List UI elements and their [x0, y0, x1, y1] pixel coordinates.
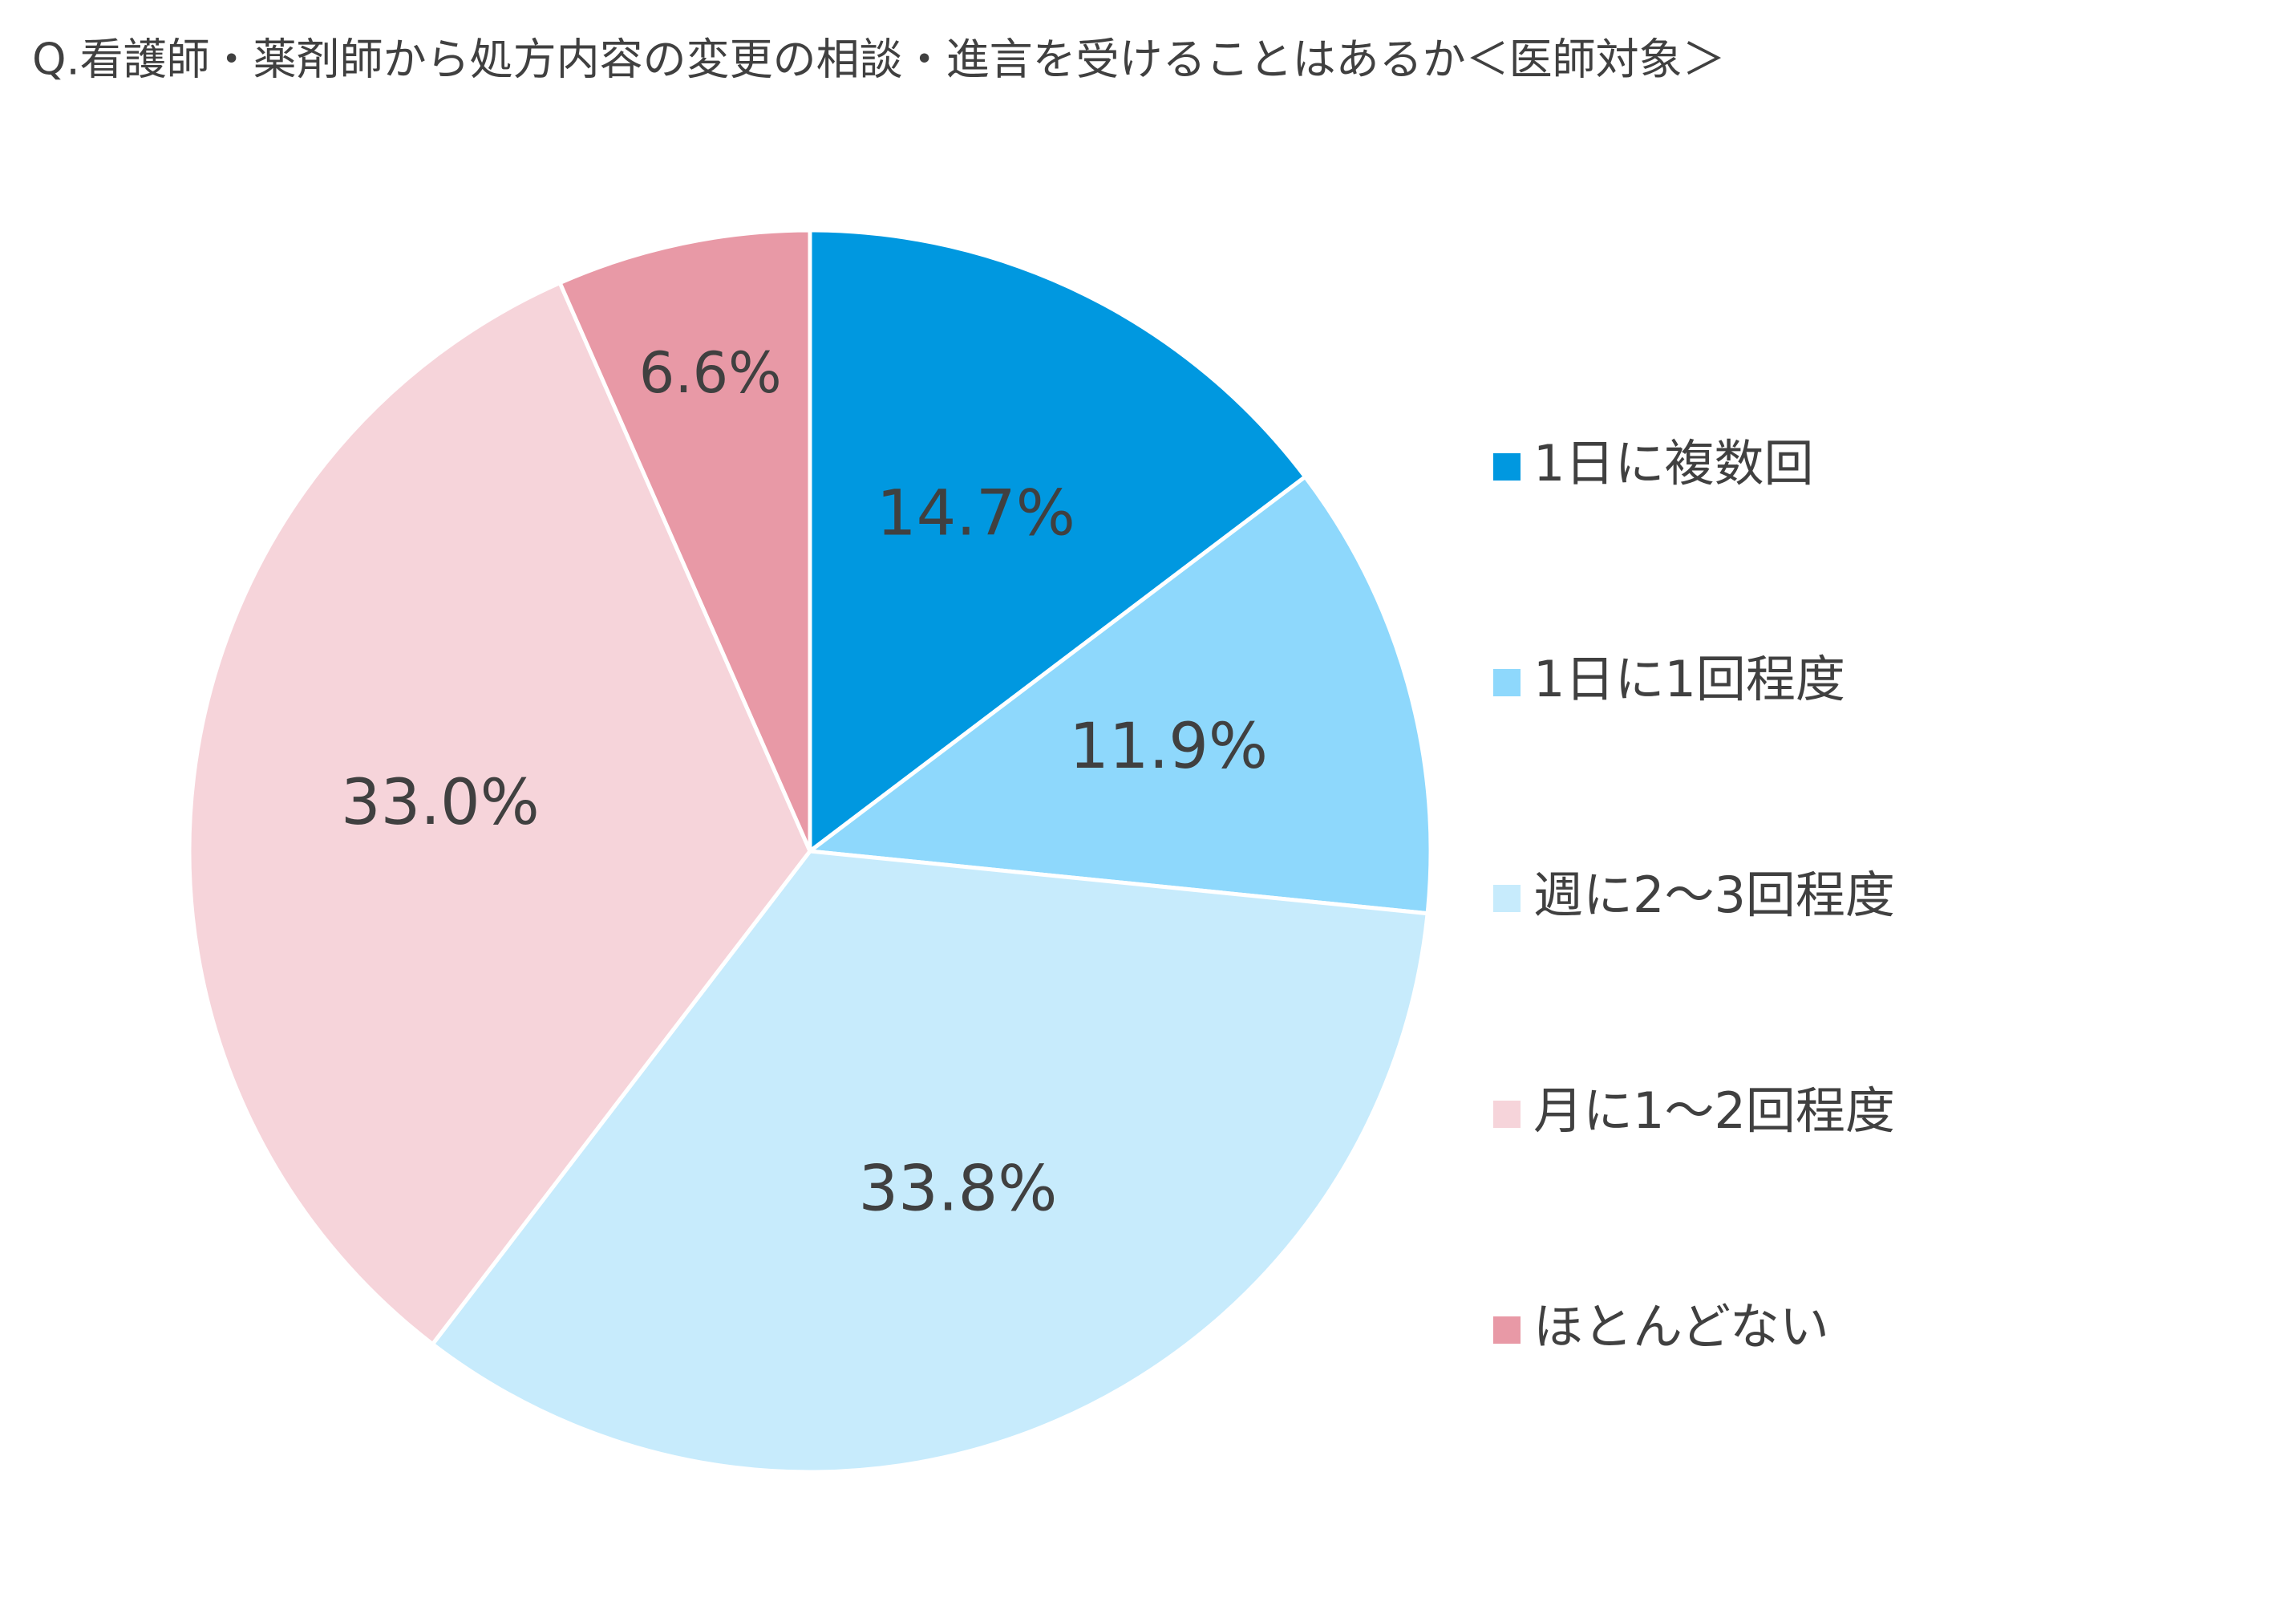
- legend-swatch: [1493, 1316, 1521, 1344]
- data-label: 33.8%: [859, 1154, 1058, 1226]
- pie-slice: [808, 228, 1308, 856]
- data-label: 6.6%: [639, 340, 782, 406]
- legend-label: 週に2～3回程度: [1533, 866, 1895, 924]
- data-label: 33.0%: [341, 767, 540, 839]
- legend-swatch: [1493, 453, 1521, 481]
- pie-slice: [187, 280, 812, 1348]
- pie-slice: [557, 228, 812, 853]
- legend-label: 月に1～2回程度: [1533, 1081, 1895, 1140]
- legend-label: 1日に複数回: [1533, 434, 1813, 493]
- data-label: 14.7%: [877, 478, 1075, 550]
- legend-label: ほとんどない: [1533, 1297, 1829, 1356]
- legend-swatch: [1493, 1101, 1521, 1128]
- data-label: 11.9%: [1069, 711, 1268, 783]
- pie-slice: [429, 849, 1430, 1474]
- legend-swatch: [1493, 885, 1521, 912]
- legend-label: 1日に1回程度: [1533, 650, 1845, 708]
- chart-title: Q.看護師・薬剤師から処方内容の変更の相談・進言を受けることはあるか＜医師対象＞: [32, 34, 1726, 85]
- legend-swatch: [1493, 669, 1521, 696]
- pie-slice: [804, 473, 1433, 916]
